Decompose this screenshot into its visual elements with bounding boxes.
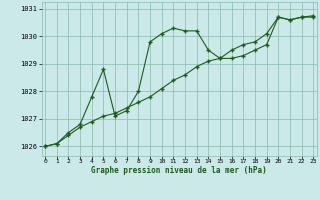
X-axis label: Graphe pression niveau de la mer (hPa): Graphe pression niveau de la mer (hPa)	[91, 166, 267, 175]
